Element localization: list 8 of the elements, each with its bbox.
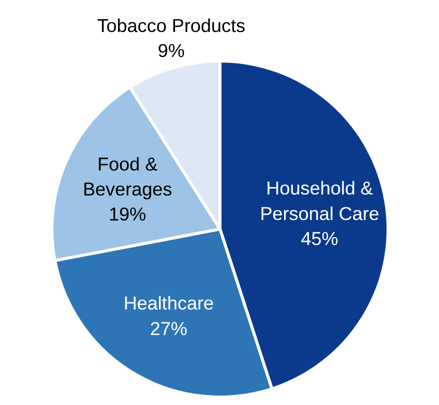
slice-label: Tobacco Products (97, 15, 246, 36)
data-label: 19% (108, 204, 146, 225)
slice-label: Food & Beverages (82, 153, 172, 200)
slice-label: Household & Personal Care (260, 178, 380, 224)
slice-label: Healthcare (124, 292, 214, 314)
data-label: 27% (150, 318, 188, 339)
data-label: 9% (158, 40, 185, 62)
data-label: 45% (300, 228, 338, 249)
